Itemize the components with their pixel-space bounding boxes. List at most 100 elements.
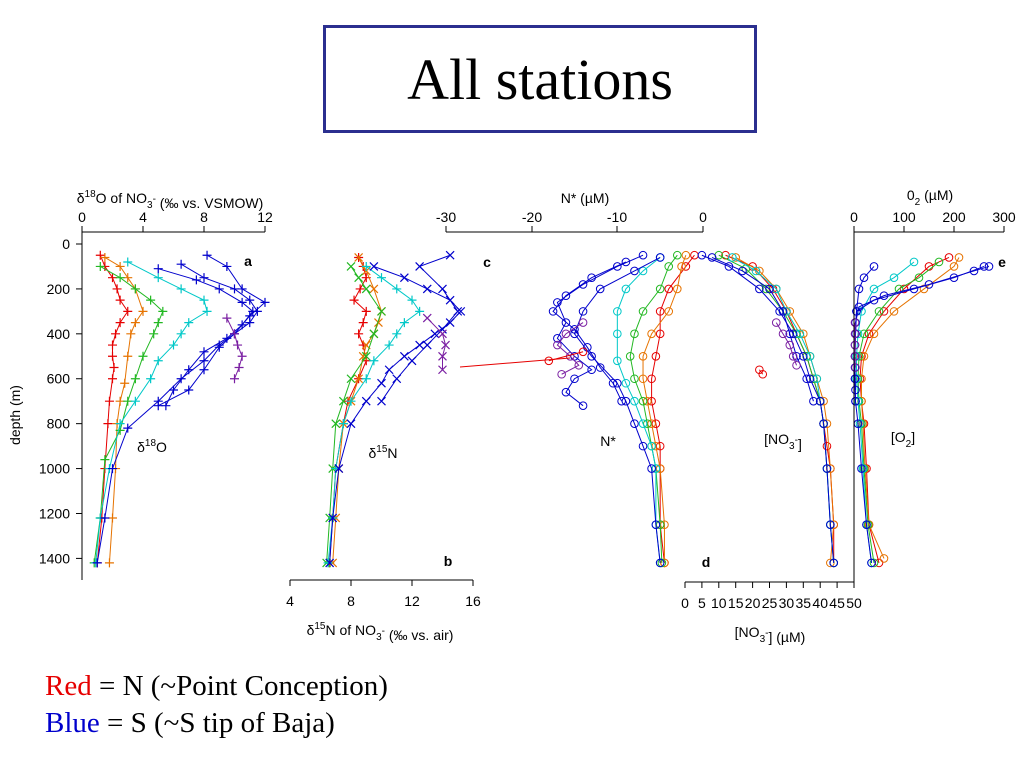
point-b-orange [354,374,364,384]
point-a-blue-1 [92,558,102,568]
panel-e-letter: e [998,254,1006,270]
panel-b-axis-label-part: (‰ vs. air) [385,627,453,643]
point-c-cyan [647,441,656,451]
point-a-blue-1 [176,374,186,384]
panel-d-tick-label: 0 [681,595,689,611]
point-b-purple [441,340,450,350]
point-a-purple [230,329,239,339]
panel-a-axis-label-part: O of NO [96,190,147,206]
point-c-blue-2 [638,250,648,260]
panel-d-tick-label: 45 [829,595,845,611]
point-b-green [377,306,386,316]
panel-d-tick-label: 30 [779,595,795,611]
point-a-orange [108,513,117,523]
point-a-blue-3 [161,401,171,411]
point-a-green [130,374,140,384]
panel-c-letter: c [483,254,491,270]
point-c-orange [677,262,686,271]
point-b-blue-2 [453,306,463,316]
point-e-purple [850,351,860,361]
panel-e-tick-label: 0 [850,209,858,225]
point-e-cyan [909,257,919,267]
series-line-d-red-outlier [758,369,764,375]
point-e-blue-3 [854,284,864,294]
point-e-red [857,351,866,361]
panel-b-axis-label-part: 15 [314,621,326,632]
panel-b-letter: b [444,553,453,569]
point-a-purple [234,363,244,373]
point-b-green [369,329,379,339]
panel-a-axis-label-part: (‰ vs. VSMOW) [156,195,263,211]
point-c-blue-1 [655,558,665,568]
panel-c-tick-label: 0 [699,209,707,225]
depth-tick-label: 0 [62,236,70,252]
point-d-blue-1 [822,464,832,473]
point-c-blue-1 [651,520,661,530]
point-c-cyan [638,266,648,276]
point-a-blue-1 [123,423,133,433]
point-b-orange [354,253,364,262]
point-c-blue-2 [613,262,622,271]
series-line-e-red [859,257,950,564]
point-c-blue-1 [587,351,596,361]
point-a-red [108,351,117,361]
legend-row-red: Red = N (~Point Conception) [45,668,388,705]
point-e-blue-1 [857,464,866,473]
point-c-blue-1 [621,396,631,406]
point-a-blue-1 [199,356,209,366]
point-d-purple [788,351,798,361]
point-c-red [647,374,656,384]
series-line-d-purple [775,322,798,366]
point-a-green [115,273,125,283]
point-b-red [349,295,359,305]
panel-a-inner-label-part: δ [137,439,145,455]
point-c-orange [681,250,691,260]
point-a-orange [138,306,148,316]
series-line-d-blue-2 [711,257,814,402]
point-c-blue-2 [570,374,579,384]
point-a-red [112,284,122,294]
panel-d-letter: d [702,554,711,570]
point-d-purple [771,318,781,327]
point-e-blue-2 [879,291,889,300]
point-c-cyan [630,396,639,406]
point-a-purple [222,313,232,323]
panel-b-series-group [322,250,466,568]
point-b-green [354,273,364,283]
point-a-blue-3 [214,284,224,294]
panel-a-inner-label-part: O [156,439,167,455]
point-b-blue-2 [392,374,402,384]
point-a-blue-3 [191,275,201,285]
point-a-green [130,284,140,294]
point-a-blue-3 [222,333,232,343]
point-a-blue-3 [153,264,163,274]
panel-b-axis-label-part: N of NO [325,622,376,638]
point-b-green [338,396,348,406]
panel-d-series-group [697,250,839,568]
series-line-a-blue-1 [96,263,258,563]
panel-e-axis-label-part: 2 [915,197,921,208]
point-a-red [109,363,119,373]
series-line-e-orange [861,257,960,559]
point-c-blue-1 [595,284,605,294]
point-b-blue-1 [399,351,409,361]
point-a-purple [237,351,247,361]
depth-tick-label: 600 [47,371,71,387]
point-e-blue-2 [969,266,979,276]
panel-c-red-connector [459,357,571,368]
point-b-blue-1 [346,419,356,429]
panel-e-axis-label-part: 0 [907,187,915,203]
point-c-blue-3 [587,273,596,282]
point-c-orange [673,284,682,294]
panel-d-tick-label: 25 [762,595,778,611]
point-a-blue-2 [202,250,212,260]
point-e-green [869,558,879,568]
depth-tick-label: 1200 [39,505,70,521]
point-c-blue-3 [561,291,571,300]
point-e-green [874,307,884,316]
point-e-blue-2 [924,280,934,289]
point-a-green [153,318,163,328]
series-line-c-blue-3 [552,261,627,402]
point-e-blue-3 [859,273,869,282]
series-line-e-cyan [856,261,915,563]
